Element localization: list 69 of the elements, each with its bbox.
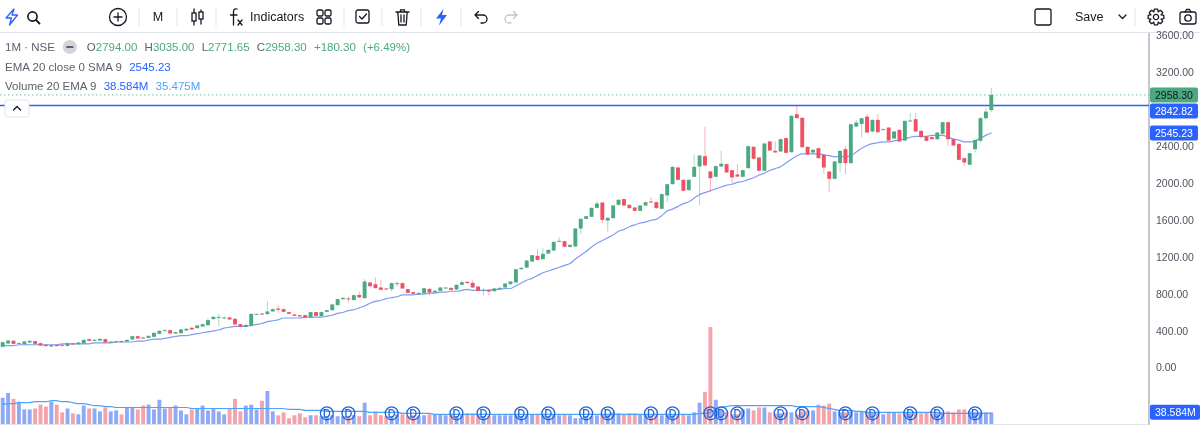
bar xyxy=(76,414,81,424)
bar xyxy=(789,412,794,424)
text: M xyxy=(152,10,164,25)
bar xyxy=(265,391,270,424)
bar xyxy=(881,414,886,424)
bar xyxy=(43,406,48,424)
bar xyxy=(81,405,86,424)
bar xyxy=(357,416,362,424)
bar xyxy=(946,411,951,424)
y-tick-label: 2400.00 xyxy=(1156,140,1195,153)
bar xyxy=(308,415,313,424)
text: Save xyxy=(1075,10,1104,25)
text: 38.584M xyxy=(1155,406,1196,419)
bar xyxy=(260,400,264,424)
bar xyxy=(892,412,896,424)
bar xyxy=(87,408,92,424)
bar xyxy=(276,415,281,424)
y-tick-label: 0.00 xyxy=(1156,361,1177,374)
candlestick xyxy=(540,247,545,261)
y-tick-label: 1600.00 xyxy=(1156,213,1195,226)
bar xyxy=(816,404,821,424)
annotation: EMA 20 close 0 SMA 9 xyxy=(5,60,122,73)
bar xyxy=(859,411,864,424)
bar xyxy=(70,413,75,424)
text: 1M · NSE xyxy=(5,41,56,54)
y-tick-label: 400.00 xyxy=(1156,324,1189,337)
bar xyxy=(811,410,815,424)
annotation: 35.475M xyxy=(155,80,201,93)
y-tick-label: 800.00 xyxy=(1156,287,1189,300)
bar xyxy=(443,415,448,424)
bar xyxy=(886,412,891,424)
bar xyxy=(98,411,102,424)
bar xyxy=(27,409,32,424)
bar xyxy=(697,402,702,424)
bar xyxy=(762,407,767,424)
bar xyxy=(368,415,372,424)
bar xyxy=(168,407,173,424)
bar xyxy=(162,408,167,424)
bar xyxy=(33,408,38,424)
candlestick xyxy=(125,339,129,343)
text: Indicators xyxy=(250,10,305,25)
text: O2794.00 H3035.00 L2771.65 C2958.30 +180.30 (+6.49%) xyxy=(86,41,411,54)
bar xyxy=(189,409,194,424)
y-tick-label: 3200.00 xyxy=(1156,66,1195,79)
chart-title: Volume 20 EMA 9 xyxy=(5,80,97,93)
candlestick xyxy=(114,340,119,344)
y-tick-label: 3600.00 xyxy=(1156,29,1195,42)
candlestick xyxy=(557,236,562,243)
candlestick xyxy=(486,288,491,296)
bar xyxy=(49,401,54,424)
bar xyxy=(465,413,470,424)
bar xyxy=(492,415,497,424)
bar xyxy=(103,407,108,424)
y-tick-label: 2000.00 xyxy=(1156,177,1195,190)
bar xyxy=(195,408,200,424)
bar xyxy=(254,409,259,424)
annotation: 2545.23 xyxy=(129,60,171,73)
ref-line-label: 2958.30 xyxy=(1155,88,1194,101)
candlestick xyxy=(983,107,988,121)
text: 2545.23 xyxy=(1155,126,1194,139)
bar xyxy=(314,415,318,424)
bar xyxy=(632,413,637,424)
bar xyxy=(362,402,367,424)
y-tick-label: 1200.00 xyxy=(1156,250,1195,263)
annotation: 38.584M xyxy=(103,80,149,93)
ref-line-label: 2842.82 xyxy=(1155,104,1194,117)
candlestick xyxy=(70,342,75,346)
bar xyxy=(270,411,275,424)
bar xyxy=(595,415,599,424)
